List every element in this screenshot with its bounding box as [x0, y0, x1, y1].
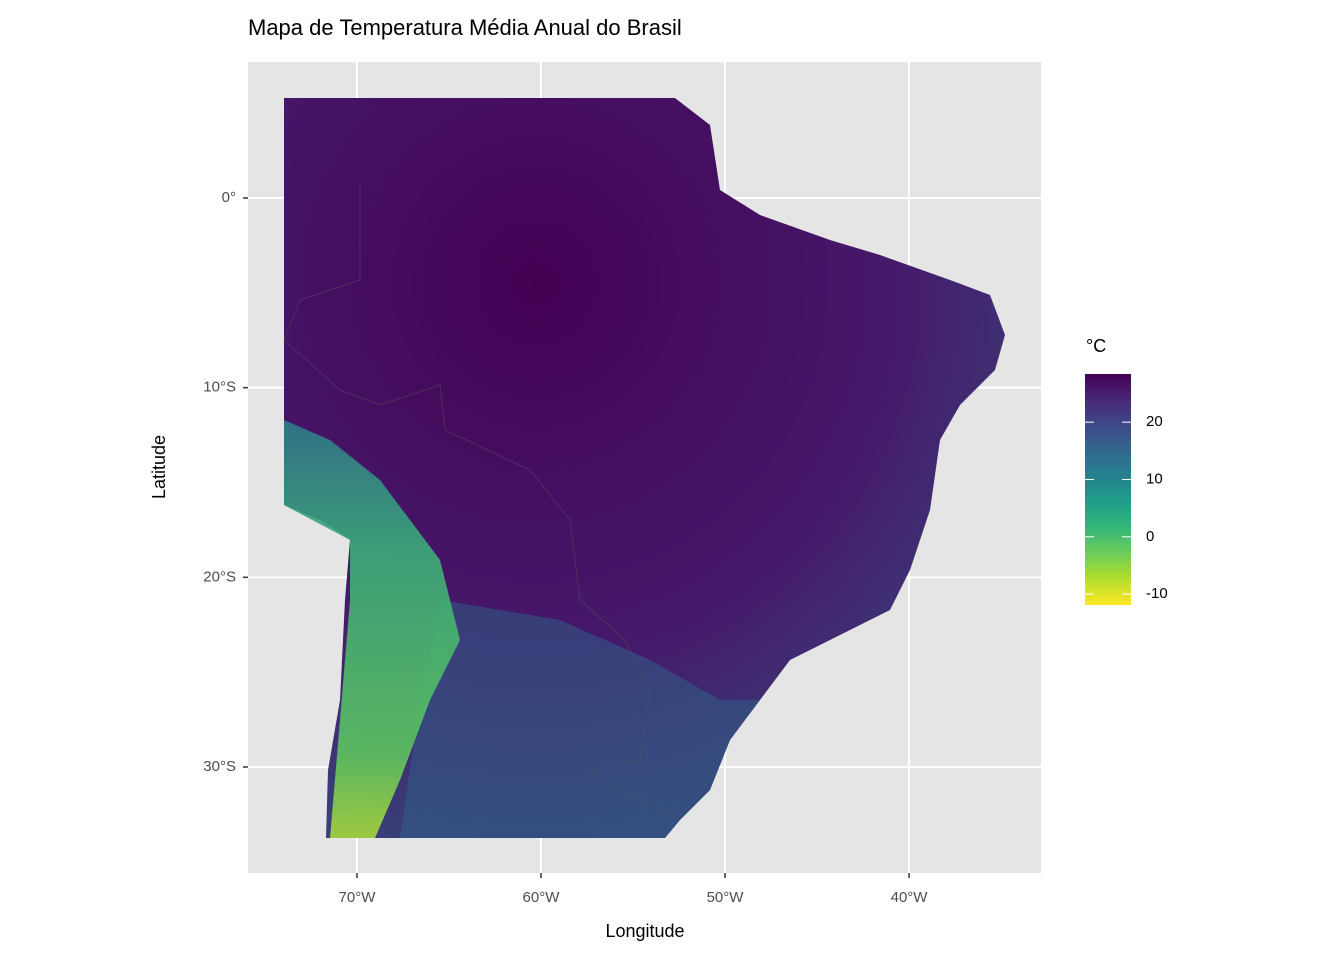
- y-tick-label: 0°: [222, 189, 236, 206]
- colorbar-tick-label: 10: [1146, 470, 1163, 487]
- y-axis-title: Latitude: [149, 435, 169, 499]
- legend-title: °C: [1086, 336, 1106, 356]
- colorbar-tick-label: 0: [1146, 528, 1154, 545]
- x-tick-label: 70°W: [339, 889, 377, 906]
- colorbar-tick-label: -10: [1146, 585, 1168, 602]
- x-tick-label: 40°W: [891, 889, 929, 906]
- y-tick-label: 10°S: [203, 379, 236, 396]
- x-tick-label: 50°W: [707, 889, 745, 906]
- south-region: [400, 600, 760, 838]
- andes-region: [284, 420, 460, 838]
- colorbar: [1085, 374, 1131, 605]
- colorbar-tick-label: 20: [1146, 413, 1163, 430]
- chart-title: Mapa de Temperatura Média Anual do Brasi…: [248, 15, 682, 40]
- y-tick-label: 20°S: [203, 568, 236, 585]
- map-raster: [283, 98, 1005, 838]
- border: [283, 180, 681, 821]
- x-axis-title: Longitude: [605, 921, 684, 941]
- x-tick-label: 60°W: [523, 889, 561, 906]
- y-tick-label: 30°S: [203, 758, 236, 775]
